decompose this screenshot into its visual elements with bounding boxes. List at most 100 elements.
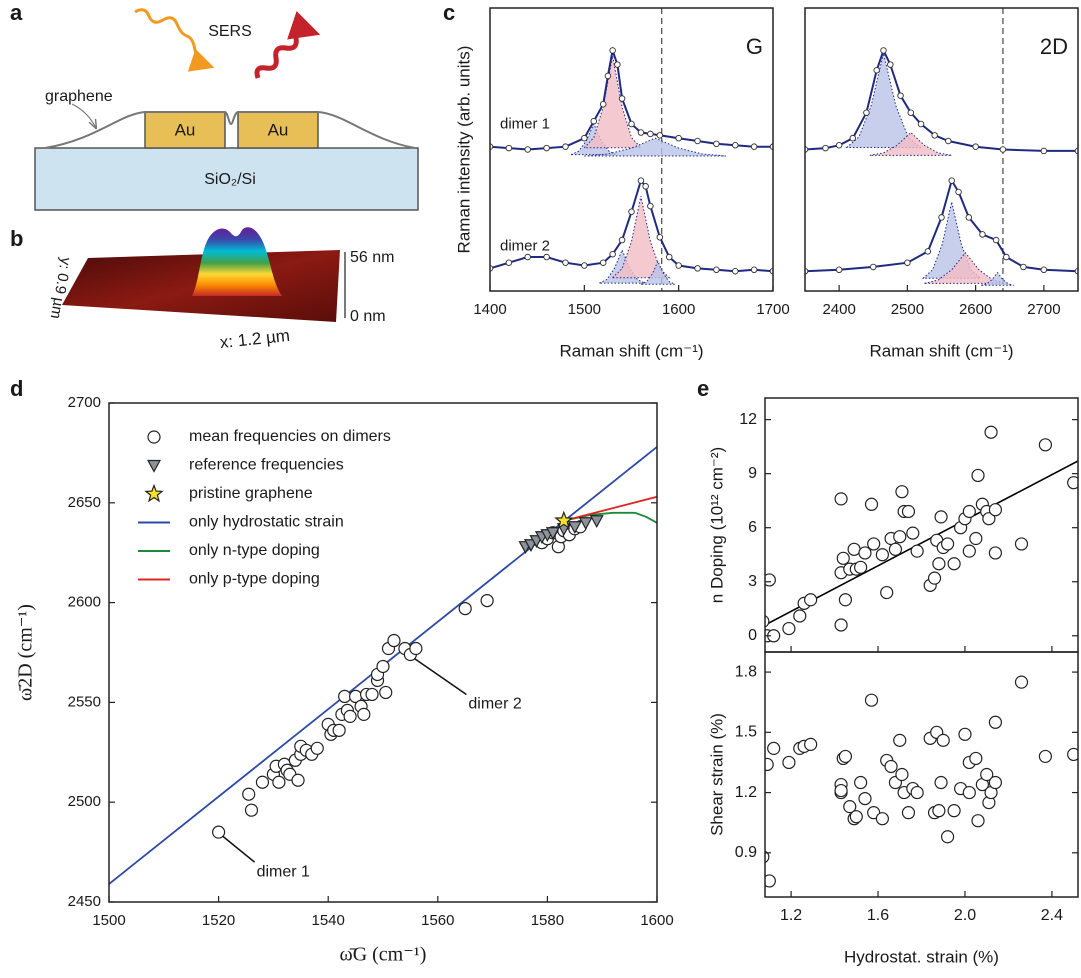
legend-marker (147, 430, 161, 444)
circle-marker (379, 685, 393, 700)
circle-marker (272, 775, 286, 789)
incident-light (134, 8, 215, 72)
circle-marker (255, 775, 270, 789)
x-tick-label: 2.0 (954, 907, 976, 924)
spectrum-point (931, 132, 938, 139)
panel-letter: a (10, 0, 23, 25)
x-tick-label: 1600 (662, 301, 695, 318)
circle-marker (969, 751, 983, 766)
spectrum-point (590, 117, 598, 125)
spectrum-point (1020, 263, 1027, 271)
circle-marker (893, 530, 907, 544)
circle-marker (988, 715, 1003, 729)
circle-marker (765, 757, 774, 772)
x-axis-label: Raman shift (cm⁻¹) (559, 341, 703, 360)
spectrum-point (1003, 253, 1010, 261)
spectrum-point (887, 61, 894, 68)
circle-marker (458, 601, 472, 616)
spectrum-point (897, 92, 904, 99)
spectrum-point (581, 262, 588, 269)
circle-marker (858, 546, 872, 560)
circle-marker (910, 544, 924, 558)
fit-component (584, 137, 726, 157)
z-min-label: 0 nm (350, 308, 386, 325)
spectrum-point (835, 142, 843, 149)
spectrum-point (543, 253, 550, 261)
circle-marker (357, 707, 371, 721)
circle-marker (765, 615, 770, 628)
y-tick-label: 0 (748, 627, 757, 644)
legend-label: pristine graphene (189, 485, 313, 502)
circle-marker (880, 585, 894, 600)
trend-line (765, 460, 1078, 626)
x-tick-label: 2500 (891, 301, 924, 318)
circle-marker (962, 544, 976, 558)
spectrum-point (907, 109, 915, 116)
x-tick-label: 2600 (959, 301, 992, 318)
x-tick-label: 1.6 (867, 907, 889, 924)
substrate-label: SiO₂/Si (204, 171, 256, 188)
spectrum-fit (490, 46, 773, 151)
circle-marker (858, 791, 872, 806)
plot-area (490, 8, 773, 291)
legend-marker (146, 459, 162, 473)
y-tick-label: 6 (748, 519, 757, 536)
annotation: dimer 2 (468, 696, 521, 713)
panel-letter: d (10, 376, 23, 401)
x-tick-label: 1580 (531, 912, 564, 929)
circle-marker (901, 806, 916, 820)
circle-marker (332, 723, 346, 737)
circle-marker (838, 749, 853, 764)
spectrum-point (873, 67, 880, 74)
graphene-sheet (44, 111, 416, 149)
substrate (34, 147, 419, 211)
circle-marker (782, 755, 796, 770)
circle-marker (934, 510, 948, 524)
graphene-label: graphene (45, 88, 113, 105)
x-tick-label: 1.2 (780, 907, 802, 924)
leader-line (413, 657, 467, 696)
scattered-light (254, 11, 321, 79)
y-tick-label: 3 (748, 573, 757, 590)
panel-letter: e (697, 376, 709, 401)
panel-label: 2D (1040, 34, 1068, 59)
circle-marker (988, 546, 1003, 560)
spectrum-point (604, 72, 612, 80)
chart-panel: 0 3 6 9 12 n Doping (10¹² cm⁻²) (707, 397, 1079, 653)
y-tick-label: 1.8 (735, 663, 757, 680)
y-tick-label: 2700 (68, 394, 101, 411)
circle-marker (906, 526, 920, 540)
spectrum-point (675, 262, 682, 269)
spectrum-point (917, 120, 925, 128)
afm-image: 56 nm 0 nm x: 1.2 µm y: 0.9 µm (47, 227, 394, 352)
circle-marker (958, 727, 972, 741)
fit-component (611, 196, 671, 279)
circle-marker (940, 537, 955, 551)
x-tick-label: 1560 (421, 912, 454, 929)
y-tick-label: 2500 (68, 793, 101, 810)
spectrum-point (628, 208, 635, 216)
spectrum-point (675, 134, 682, 142)
circle-marker (884, 759, 898, 774)
x-tick-label: 1500 (568, 301, 601, 318)
y-tick-label: 1.5 (735, 724, 757, 741)
circle-marker (947, 804, 961, 818)
fit-component (640, 260, 676, 285)
spectrum-point (505, 259, 513, 266)
x-tick-label: 1540 (312, 912, 345, 929)
circle-marker (901, 504, 916, 519)
triangle-marker (578, 517, 593, 531)
circle-marker (836, 551, 850, 565)
spectrum-point (904, 259, 911, 266)
plot-frame (764, 651, 1079, 898)
spectrum-point (609, 250, 616, 258)
y-axis-label: ω̄2D (cm⁻¹) (15, 604, 37, 701)
circle-marker (867, 537, 881, 551)
circle-marker (936, 733, 950, 747)
spectrum-point (965, 214, 973, 221)
spectrum-point (1040, 266, 1048, 274)
z-max-label: 56 nm (350, 249, 394, 266)
circle-marker (804, 593, 818, 607)
